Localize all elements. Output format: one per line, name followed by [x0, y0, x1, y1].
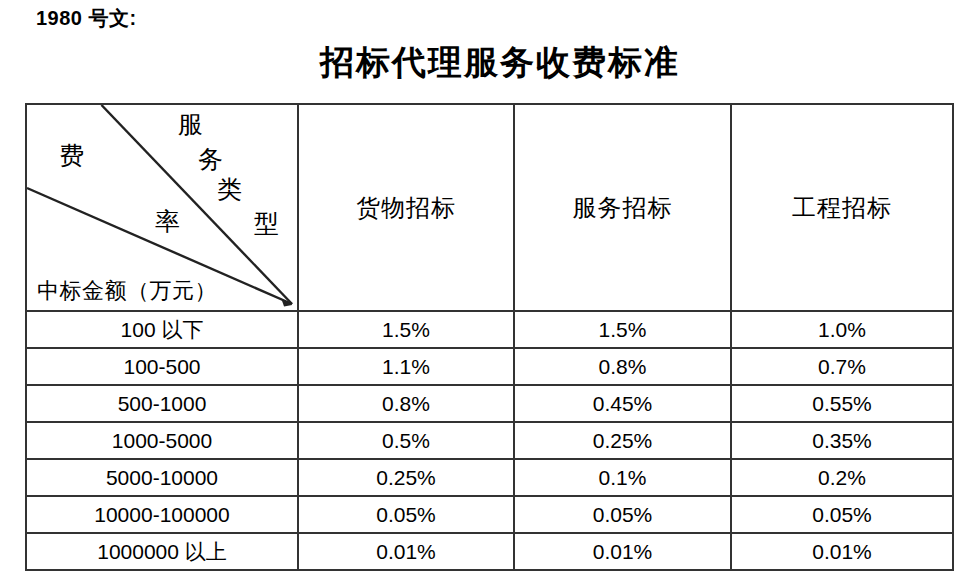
row-label: 10000-100000 — [26, 496, 298, 533]
column-header-engineering: 工程招标 — [731, 104, 953, 311]
document-number-label: 1980 号文: — [36, 5, 137, 32]
row-label: 500-1000 — [26, 385, 298, 422]
row-label: 100 以下 — [26, 311, 298, 348]
rate-value: 1.1% — [298, 348, 514, 385]
document-page: 1980 号文: 招标代理服务收费标准 费 率 服 务 — [0, 0, 976, 581]
rate-value: 0.05% — [731, 496, 953, 533]
table-row: 100-500 1.1% 0.8% 0.7% — [26, 348, 953, 385]
rate-value: 0.2% — [731, 459, 953, 496]
corner-fee-char: 费 — [59, 143, 84, 168]
rate-value: 0.05% — [298, 496, 514, 533]
rate-value: 0.01% — [731, 533, 953, 570]
diagonal-corner-cell: 费 率 服 务 类 型 中标金额（万元） — [26, 104, 298, 311]
corner-service-char-1: 服 — [178, 112, 203, 137]
row-label: 1000-5000 — [26, 422, 298, 459]
rate-value: 0.01% — [514, 533, 731, 570]
corner-service-char-4: 型 — [254, 211, 279, 236]
fee-standard-table: 费 率 服 务 类 型 中标金额（万元） 货物招标 服务招标 工程招标 100 … — [25, 103, 954, 571]
rate-value: 0.8% — [514, 348, 731, 385]
rate-value: 0.25% — [514, 422, 731, 459]
rate-value: 1.0% — [731, 311, 953, 348]
table-row: 10000-100000 0.05% 0.05% 0.05% — [26, 496, 953, 533]
rate-value: 0.5% — [298, 422, 514, 459]
corner-amount-label: 中标金额（万元） — [37, 277, 217, 306]
column-header-services: 服务招标 — [514, 104, 731, 311]
table-row: 1000000 以上 0.01% 0.01% 0.01% — [26, 533, 953, 570]
table-header-row: 费 率 服 务 类 型 中标金额（万元） 货物招标 服务招标 工程招标 — [26, 104, 953, 311]
rate-value: 0.35% — [731, 422, 953, 459]
table-row: 500-1000 0.8% 0.45% 0.55% — [26, 385, 953, 422]
rate-value: 0.7% — [731, 348, 953, 385]
rate-value: 0.8% — [298, 385, 514, 422]
rate-value: 0.25% — [298, 459, 514, 496]
rate-value: 0.55% — [731, 385, 953, 422]
row-label: 100-500 — [26, 348, 298, 385]
table-row: 5000-10000 0.25% 0.1% 0.2% — [26, 459, 953, 496]
row-label: 5000-10000 — [26, 459, 298, 496]
row-label: 1000000 以上 — [26, 533, 298, 570]
column-header-goods: 货物招标 — [298, 104, 514, 311]
rate-value: 0.01% — [298, 533, 514, 570]
page-title: 招标代理服务收费标准 — [24, 40, 976, 86]
rate-value: 1.5% — [514, 311, 731, 348]
rate-value: 1.5% — [298, 311, 514, 348]
rate-value: 0.45% — [514, 385, 731, 422]
table-row: 100 以下 1.5% 1.5% 1.0% — [26, 311, 953, 348]
corner-service-char-3: 类 — [217, 177, 242, 202]
rate-value: 0.05% — [514, 496, 731, 533]
corner-service-char-2: 务 — [198, 147, 223, 172]
corner-rate-char: 率 — [155, 209, 180, 234]
table-row: 1000-5000 0.5% 0.25% 0.35% — [26, 422, 953, 459]
rate-value: 0.1% — [514, 459, 731, 496]
